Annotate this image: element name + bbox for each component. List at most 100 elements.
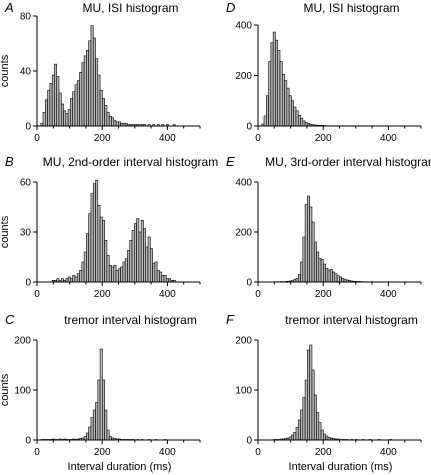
histogram-bar bbox=[268, 61, 272, 127]
histogram-bar bbox=[115, 270, 119, 283]
histogram-bar bbox=[79, 72, 83, 127]
panel-title: MU, 3rd-order interval histogram bbox=[265, 155, 431, 169]
histogram-bar bbox=[51, 74, 55, 127]
panel-letter: E bbox=[226, 154, 235, 169]
histogram-bar bbox=[92, 409, 96, 441]
histogram-bar bbox=[45, 99, 48, 127]
histogram-bar bbox=[83, 436, 87, 441]
histogram-bar bbox=[72, 275, 76, 283]
histogram-bar bbox=[304, 122, 308, 127]
histogram-bar bbox=[286, 87, 290, 127]
histogram-bar bbox=[323, 433, 326, 441]
histogram-bar bbox=[83, 251, 87, 283]
histogram-bar bbox=[288, 95, 292, 127]
histogram-bar bbox=[65, 113, 69, 127]
histogram-bar bbox=[99, 89, 103, 127]
histogram-bar bbox=[297, 115, 301, 127]
histogram-bar bbox=[88, 213, 92, 283]
histogram-bar bbox=[54, 63, 58, 127]
histogram-bar bbox=[111, 117, 115, 127]
x-tick-label: 0 bbox=[255, 447, 261, 458]
histogram-bar bbox=[300, 409, 304, 441]
histogram-bar bbox=[49, 83, 53, 127]
histogram-bar bbox=[56, 76, 60, 127]
histogram-bar bbox=[106, 255, 110, 283]
histogram-bar bbox=[74, 84, 78, 127]
histogram-bar bbox=[316, 251, 320, 283]
y-tick-label: 0 bbox=[25, 436, 31, 447]
histogram-bar bbox=[106, 429, 110, 441]
histogram-bar bbox=[99, 216, 103, 283]
panel-A: 0 200 400 0 40 80 A MU, ISI histogram counts bbox=[0, 0, 201, 144]
histogram-bar bbox=[329, 269, 333, 283]
histogram-bar bbox=[295, 427, 299, 441]
histogram-bar bbox=[118, 268, 121, 283]
histogram-bar bbox=[318, 422, 322, 441]
histogram-bar bbox=[272, 31, 276, 127]
histogram-bar bbox=[309, 206, 313, 283]
histogram-bar bbox=[307, 349, 310, 441]
histogram-bar bbox=[113, 120, 117, 127]
histogram-bar bbox=[156, 270, 160, 283]
histogram-bar bbox=[152, 263, 156, 283]
histogram-bar bbox=[104, 105, 108, 127]
histogram-bar bbox=[97, 74, 101, 127]
histogram-bar bbox=[95, 58, 99, 127]
x-tick-label: 0 bbox=[255, 133, 261, 144]
histogram-bar bbox=[336, 275, 340, 283]
panel-title: MU, ISI histogram bbox=[82, 1, 178, 15]
histogram-bar bbox=[67, 109, 71, 127]
histogram-bar bbox=[86, 233, 89, 283]
histogram-bar bbox=[90, 25, 94, 127]
y-tick-label: 0 bbox=[246, 122, 252, 133]
histogram-bar bbox=[302, 120, 306, 127]
y-axis-label: counts bbox=[0, 215, 11, 248]
histogram-bar bbox=[95, 402, 99, 441]
histogram-bar bbox=[311, 221, 315, 283]
x-tick-label: 200 bbox=[315, 447, 332, 458]
histogram-bar bbox=[134, 223, 137, 283]
panel-letter: F bbox=[226, 312, 235, 327]
histogram-bar bbox=[341, 277, 345, 283]
x-tick-label: 200 bbox=[315, 289, 332, 300]
y-tick-label: 0 bbox=[25, 122, 31, 133]
histogram-bar bbox=[318, 257, 322, 283]
histogram-bar bbox=[295, 110, 299, 127]
histogram-bar bbox=[325, 435, 329, 441]
histogram-bar bbox=[300, 118, 304, 127]
y-tick-label: 0 bbox=[246, 278, 252, 289]
histogram-bar bbox=[293, 432, 297, 441]
y-tick-label: 400 bbox=[235, 178, 252, 189]
histogram-bar bbox=[97, 205, 101, 283]
histogram-bar bbox=[138, 231, 142, 283]
y-tick-label: 100 bbox=[235, 386, 252, 397]
histogram-bar bbox=[263, 115, 267, 127]
panel-letter: B bbox=[5, 154, 14, 169]
y-tick-label: 100 bbox=[14, 386, 31, 397]
histogram-bar bbox=[108, 116, 112, 127]
histogram-bar bbox=[120, 266, 124, 283]
histogram-bar bbox=[108, 265, 112, 283]
histogram-bar bbox=[72, 91, 76, 127]
histogram-bar bbox=[124, 258, 128, 283]
histogram-bar bbox=[332, 271, 336, 283]
histogram-bar bbox=[92, 183, 96, 283]
y-tick-label: 200 bbox=[235, 336, 252, 347]
histogram-bar bbox=[58, 92, 62, 127]
histogram-bar bbox=[97, 379, 101, 441]
histogram-bar bbox=[147, 236, 151, 283]
histogram-bar bbox=[313, 394, 317, 441]
histogram-bar bbox=[154, 261, 158, 283]
panel-title: MU, ISI histogram bbox=[303, 1, 399, 15]
y-tick-label: 0 bbox=[246, 436, 252, 447]
histogram-bar bbox=[79, 270, 83, 283]
histogram-bar bbox=[284, 80, 288, 127]
y-tick-label: 0 bbox=[25, 278, 31, 289]
histogram-bar bbox=[143, 228, 147, 283]
x-tick-label: 400 bbox=[159, 133, 176, 144]
histogram-bar bbox=[291, 100, 295, 127]
histogram-bar bbox=[291, 434, 295, 441]
histogram-bar bbox=[99, 348, 103, 441]
